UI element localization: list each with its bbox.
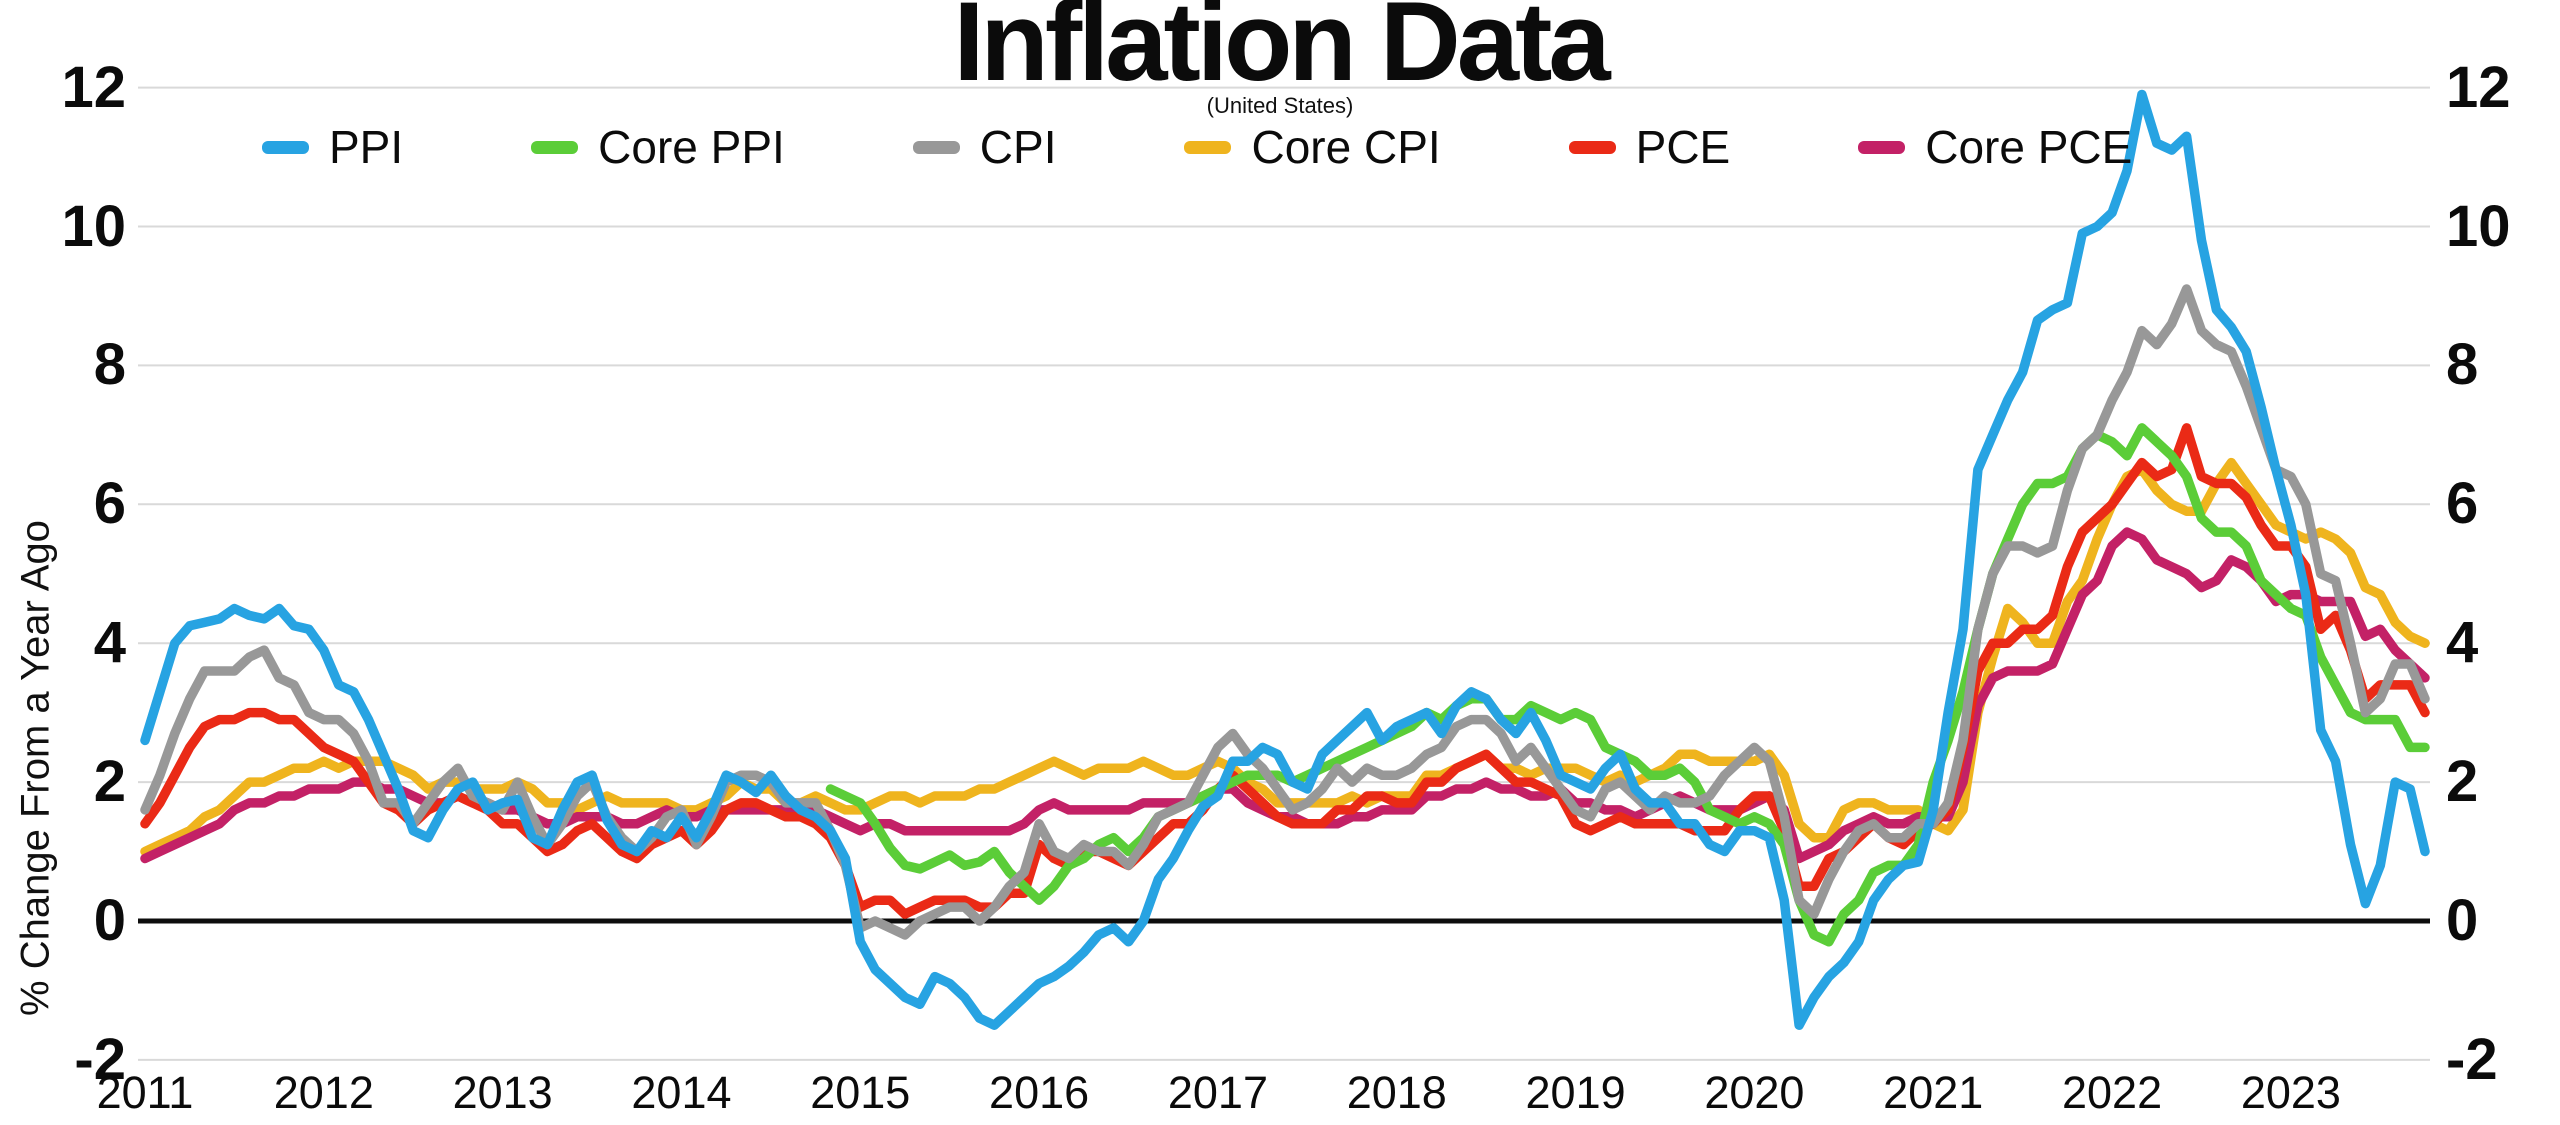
legend-swatch-icon xyxy=(1568,140,1616,154)
series-line-ppi xyxy=(140,89,2430,1030)
legend-item-ppi: PPI xyxy=(262,124,403,170)
y-axis-tick-right-2: 2 xyxy=(2446,749,2479,815)
y-axis-tick-right--2: -2 xyxy=(2446,1026,2498,1092)
x-axis-tick-2011: 2011 xyxy=(96,1067,194,1118)
x-axis-tick-2013: 2013 xyxy=(452,1067,553,1118)
x-axis-tick-2012: 2012 xyxy=(273,1067,374,1118)
x-axis-tick-2018: 2018 xyxy=(1346,1067,1447,1118)
chart-subtitle: (United States) xyxy=(1206,93,1354,118)
legend-label: Core CPI xyxy=(1251,121,1441,173)
y-axis-tick-left-4: 4 xyxy=(93,610,126,676)
legend-swatch-icon xyxy=(1184,140,1232,154)
chart-legend: PPI Core PPI CPI Core CPI PCE Core PCE xyxy=(262,118,2132,176)
y-axis-tick-left--2: -2 xyxy=(74,1026,126,1092)
legend-swatch-icon xyxy=(531,140,579,154)
y-axis-tick-left-6: 6 xyxy=(93,471,126,537)
legend-label: Core PPI xyxy=(598,121,785,173)
legend-label: CPI xyxy=(979,121,1057,173)
x-axis-tick-2014: 2014 xyxy=(631,1067,732,1118)
y-axis-tick-left-0: 0 xyxy=(93,888,126,953)
legend-item-core-cpi: Core CPI xyxy=(1184,121,1441,173)
legend-label: PCE xyxy=(1635,121,1731,173)
y-axis-tick-right-8: 8 xyxy=(2446,332,2479,398)
y-axis-tick-left-12: 12 xyxy=(61,54,126,120)
x-axis-tick-2016: 2016 xyxy=(989,1067,1090,1118)
x-axis-tick-2020: 2020 xyxy=(1704,1067,1805,1118)
legend-label: Core PCE xyxy=(1925,121,2133,173)
legend-item-cpi: CPI xyxy=(912,121,1057,173)
y-axis-tick-right-0: 0 xyxy=(2446,888,2479,953)
x-axis-tick-2022: 2022 xyxy=(2061,1067,2163,1118)
legend-swatch-icon xyxy=(1858,140,1906,154)
y-axis-tick-right-12: 12 xyxy=(2446,54,2511,120)
chart-title: Inflation Data xyxy=(953,0,1610,104)
legend-swatch-icon xyxy=(262,140,309,154)
legend-item-core-pce: Core PCE xyxy=(1858,124,2132,170)
series-line-cpi xyxy=(140,284,2430,940)
y-axis-tick-right-4: 4 xyxy=(2446,610,2479,676)
y-axis-tick-left-10: 10 xyxy=(61,193,126,259)
y-axis-tick-right-6: 6 xyxy=(2446,471,2479,537)
y-axis-tick-left-8: 8 xyxy=(93,332,126,398)
y-axis-tick-right-10: 10 xyxy=(2446,193,2511,259)
series-line-pce xyxy=(140,423,2430,919)
legend-swatch-icon xyxy=(912,140,960,154)
legend-item-core-ppi: Core PPI xyxy=(531,124,785,170)
x-axis-tick-2019: 2019 xyxy=(1525,1067,1626,1118)
x-axis-tick-2015: 2015 xyxy=(810,1067,911,1118)
x-axis-tick-2017: 2017 xyxy=(1167,1067,1268,1118)
y-axis-tick-left-2: 2 xyxy=(93,749,126,815)
x-axis-tick-2023: 2023 xyxy=(2240,1067,2341,1118)
legend-item-pce: PCE xyxy=(1568,121,1731,173)
legend-label: PPI xyxy=(329,121,404,173)
x-axis-tick-2021: 2021 xyxy=(1883,1067,1984,1118)
